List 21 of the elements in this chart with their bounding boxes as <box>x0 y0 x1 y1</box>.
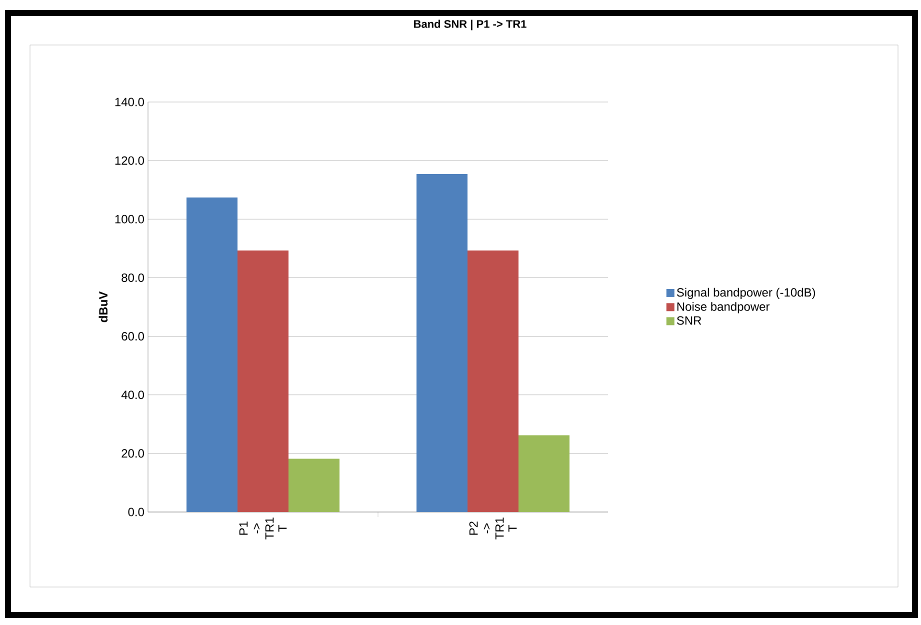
bar <box>186 197 238 512</box>
legend-label: Signal bandpower (-10dB) <box>676 288 816 300</box>
y-tick-label: 0.0 <box>128 508 144 516</box>
chart-title: Band SNR | P1 -> TR1 <box>414 20 526 30</box>
bar <box>288 458 340 512</box>
y-tick-label: 40.0 <box>121 390 144 400</box>
y-tick-label: 120.0 <box>115 156 144 165</box>
legend-label: SNR <box>676 316 702 325</box>
x-tick-label: P1 -> TR1 T <box>239 518 287 540</box>
y-tick-label: 20.0 <box>122 449 144 458</box>
y-tick-label: 140.0 <box>115 98 144 106</box>
bar <box>238 250 289 512</box>
bar <box>468 250 519 512</box>
y-tick-label: 60.0 <box>122 332 144 341</box>
y-axis-title: dBuV <box>98 291 108 322</box>
legend-label: Noise bandpower <box>677 302 770 314</box>
bar <box>416 174 468 512</box>
y-tick-label: 80.0 <box>122 273 144 282</box>
x-tick-label: P2 -> TR1 T <box>469 518 517 540</box>
y-tick-label: 100.0 <box>115 214 144 224</box>
bar <box>518 435 570 512</box>
